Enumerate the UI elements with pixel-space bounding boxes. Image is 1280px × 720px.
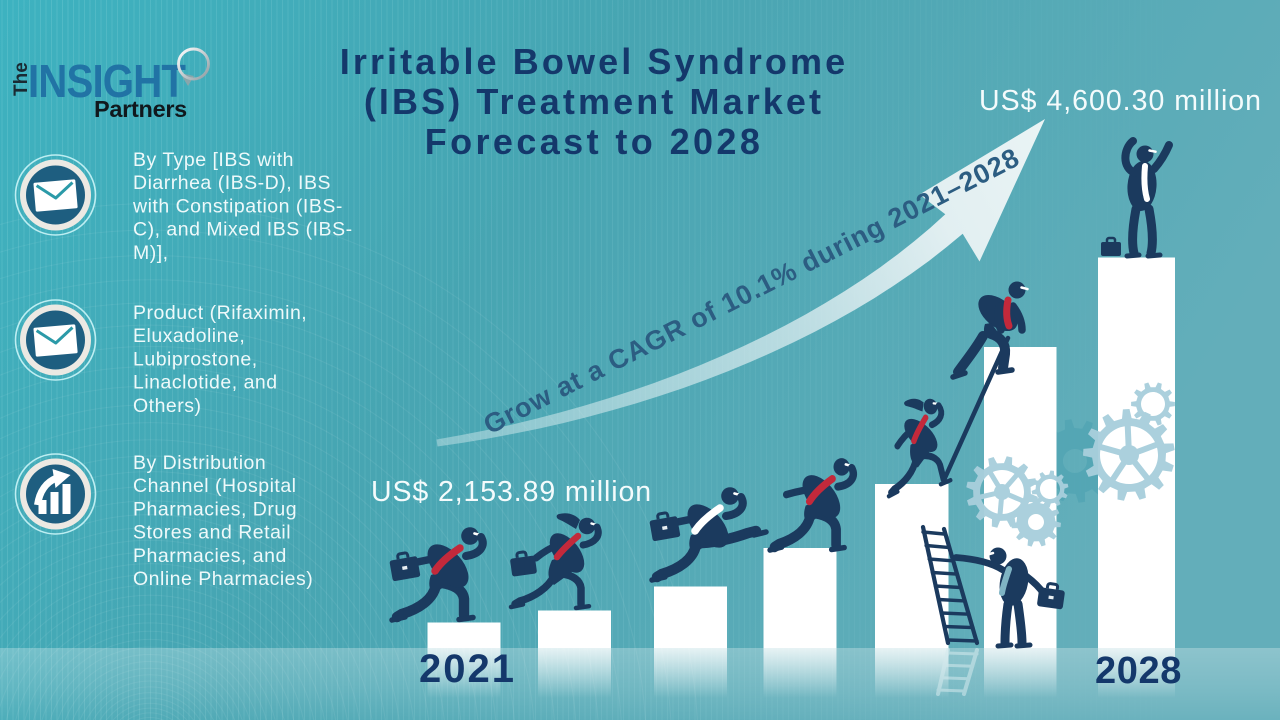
svg-text:Lubiprostone,: Lubiprostone,	[133, 348, 258, 370]
svg-text:Linaclotide, and: Linaclotide, and	[133, 372, 278, 394]
svg-text:2028: 2028	[1095, 650, 1182, 692]
svg-text:Product (Rifaximin,: Product (Rifaximin,	[133, 302, 307, 324]
svg-text:Partners: Partners	[94, 96, 187, 122]
svg-text:By Type [IBS with: By Type [IBS with	[133, 149, 294, 171]
svg-text:Irritable Bowel Syndrome: Irritable Bowel Syndrome	[340, 41, 849, 82]
svg-text:The: The	[11, 62, 32, 96]
svg-text:Online Pharmacies): Online Pharmacies)	[133, 568, 313, 590]
svg-text:Forecast to 2028: Forecast to 2028	[425, 121, 764, 162]
svg-text:Pharmacies, and: Pharmacies, and	[133, 545, 287, 567]
svg-text:Eluxadoline,: Eluxadoline,	[133, 325, 245, 347]
svg-text:US$ 4,600.30 million: US$ 4,600.30 million	[979, 85, 1262, 117]
svg-text:Others): Others)	[133, 395, 202, 417]
svg-text:C), and Mixed IBS (IBS-: C), and Mixed IBS (IBS-	[133, 219, 353, 241]
svg-text:Pharmacies, Drug: Pharmacies, Drug	[133, 498, 297, 520]
svg-text:Diarrhea (IBS-D), IBS: Diarrhea (IBS-D), IBS	[133, 172, 331, 194]
svg-text:(IBS) Treatment Market: (IBS) Treatment Market	[364, 81, 824, 122]
svg-text:2021: 2021	[419, 647, 516, 691]
svg-text:INSIGHT: INSIGHT	[28, 57, 186, 108]
svg-text:Stores and Retail: Stores and Retail	[133, 522, 291, 544]
svg-text:By Distribution: By Distribution	[133, 452, 266, 474]
svg-text:US$ 2,153.89 million: US$ 2,153.89 million	[371, 476, 652, 508]
svg-text:Channel (Hospital: Channel (Hospital	[133, 475, 297, 497]
svg-text:with Constipation (IBS-: with Constipation (IBS-	[132, 195, 343, 217]
svg-text:M)],: M)],	[133, 242, 169, 264]
